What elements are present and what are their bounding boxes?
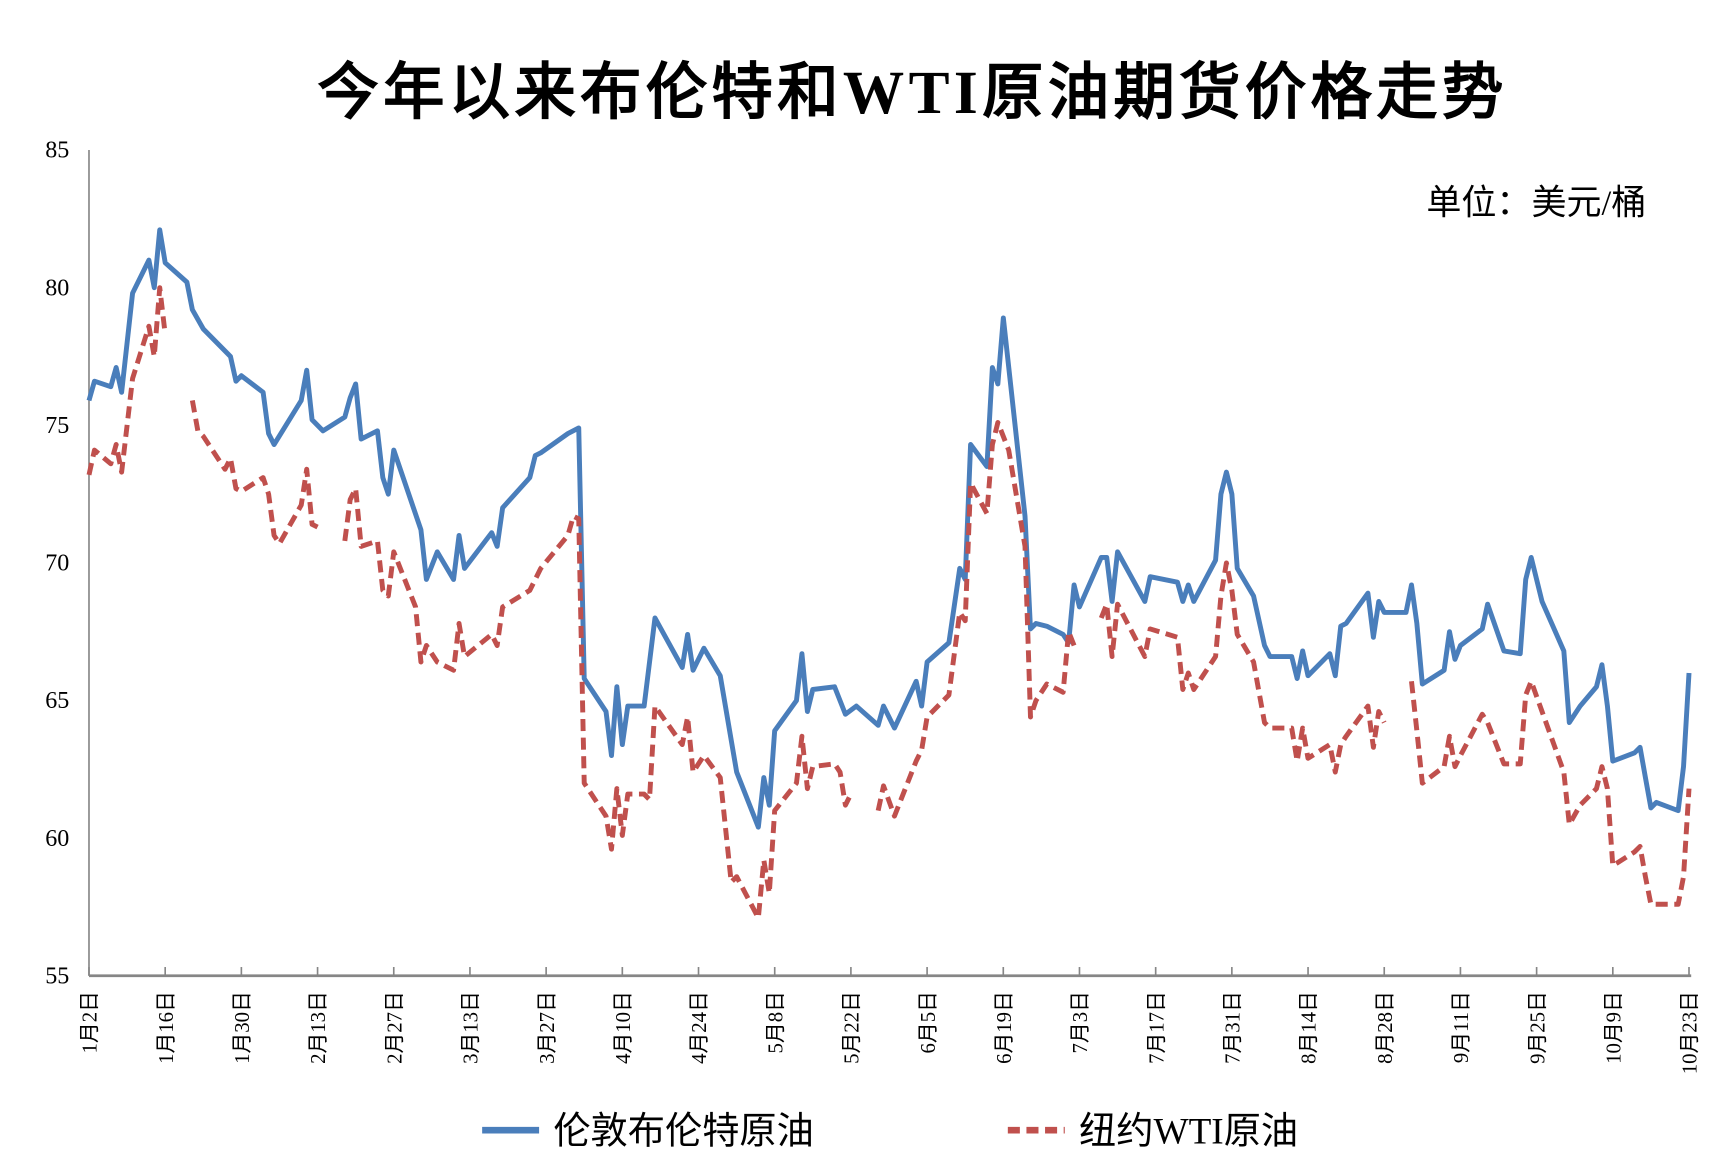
series-wti — [86, 285, 1692, 921]
x-tick-label: 6月5日 — [917, 991, 940, 1053]
wti-price-line — [86, 285, 1692, 921]
legend-item-brent: 伦敦布伦特原油 — [482, 1110, 814, 1152]
y-tick-label: 60 — [45, 826, 69, 852]
brent-price-line — [86, 227, 1692, 830]
series-brent — [86, 227, 1692, 830]
legend-label-wti: 纽约WTI原油 — [1079, 1110, 1298, 1152]
x-tick-label: 1月30日 — [231, 991, 254, 1064]
legend-label-brent: 伦敦布伦特原油 — [553, 1110, 814, 1152]
x-tick-label: 9月25日 — [1526, 991, 1549, 1064]
x-tick-label: 5月22日 — [841, 991, 864, 1064]
legend: 伦敦布伦特原油 纽约WTI原油 — [482, 1110, 1298, 1152]
x-tick-label: 3月13日 — [460, 991, 483, 1064]
x-tick-label: 6月19日 — [993, 991, 1016, 1064]
x-tick-label: 2月13日 — [307, 991, 330, 1064]
x-tick-label: 1月2日 — [79, 991, 102, 1053]
y-tick-label: 80 — [45, 275, 69, 301]
x-tick-label: 7月17日 — [1145, 991, 1168, 1064]
x-tick-label: 8月14日 — [1298, 991, 1321, 1064]
x-tick-label: 3月27日 — [536, 991, 559, 1064]
x-tick-label: 4月24日 — [688, 991, 711, 1064]
y-tick-label: 75 — [45, 413, 69, 439]
y-tick-label: 70 — [45, 551, 69, 577]
chart-title: 今年以来布伦特和WTI原油期货价格走势 — [317, 59, 1507, 127]
x-tick-label: 7月31日 — [1222, 991, 1245, 1064]
x-tick-label: 10月9日 — [1602, 991, 1625, 1064]
x-tick-label: 7月3日 — [1069, 991, 1092, 1053]
x-tick-label: 1月16日 — [155, 991, 178, 1064]
series-layer — [86, 227, 1692, 921]
x-tick-label: 8月28日 — [1374, 991, 1397, 1064]
unit-label: 单位：美元/桶 — [1426, 184, 1646, 223]
x-tick-label: 9月11日 — [1450, 991, 1473, 1063]
legend-item-wti: 纽约WTI原油 — [1007, 1110, 1298, 1152]
x-tick-label: 10月23日 — [1679, 991, 1702, 1074]
y-tick-label: 65 — [45, 688, 69, 714]
x-tick-label: 2月27日 — [383, 991, 406, 1064]
axes: 55 60 65 70 75 80 85 1月2日 1月16日 1月30日 2月13日 2月27日 3月… — [45, 138, 1701, 1075]
x-tick-label: 4月10日 — [612, 991, 635, 1064]
y-tick-label: 85 — [45, 138, 69, 164]
y-tick-label: 55 — [45, 963, 69, 989]
x-tick-label: 5月8日 — [764, 991, 787, 1053]
